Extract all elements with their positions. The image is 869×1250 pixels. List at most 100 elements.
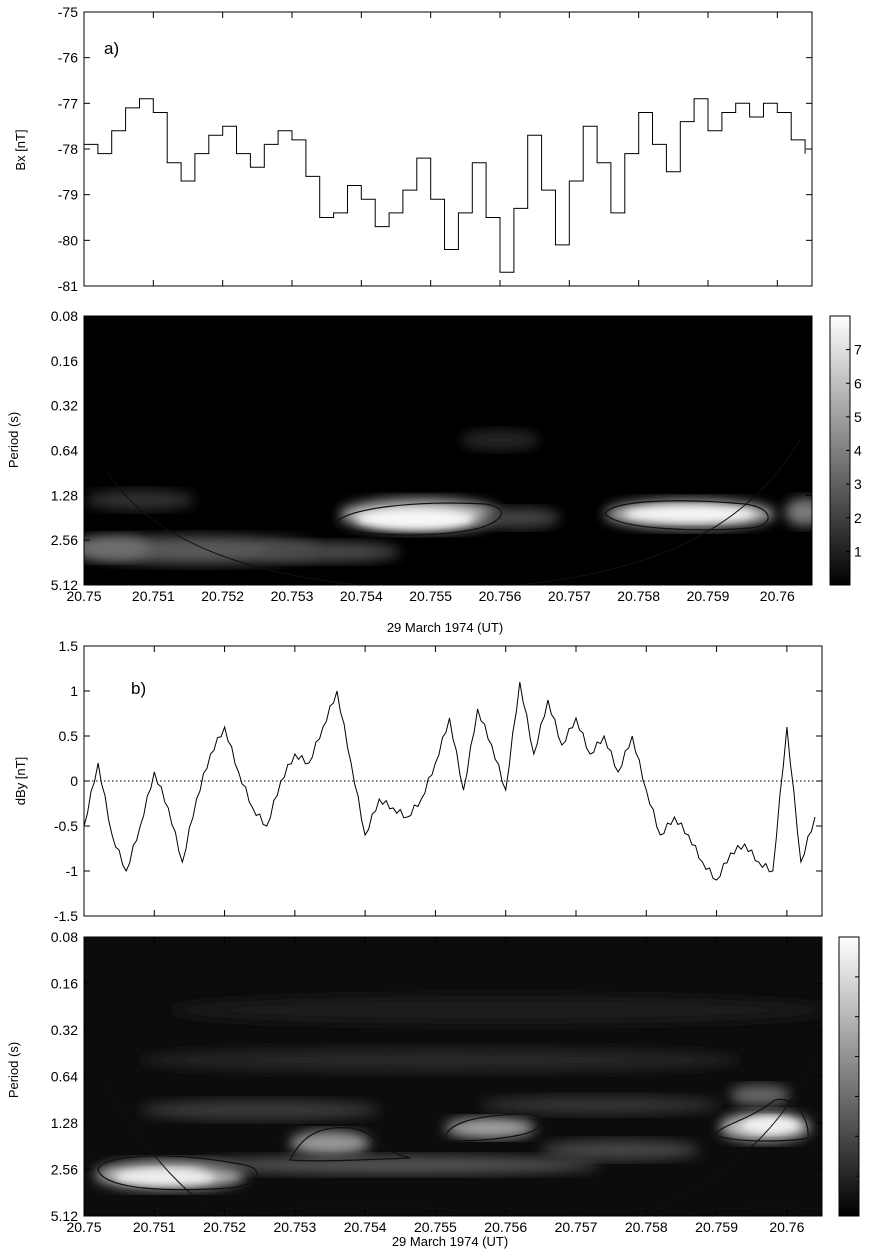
- power-region: [170, 996, 822, 1024]
- significance-contour: [334, 502, 503, 536]
- y-axis-label-dby: dBy [nT]: [13, 757, 28, 805]
- x-tick-label: 20.76: [760, 588, 795, 604]
- y-axis-label-period: Period (s): [6, 412, 21, 468]
- significance-contour: [604, 500, 769, 531]
- y-tick-label: -79: [58, 187, 78, 203]
- power-region: [290, 1131, 370, 1155]
- colorbar-tick-label: 3: [854, 476, 862, 492]
- significance-contour: [444, 1113, 543, 1142]
- y-tick-label: 2.56: [51, 1162, 78, 1178]
- y-tick-label: 1.28: [51, 487, 78, 503]
- y-tick-label: -80: [58, 232, 78, 248]
- power-region: [785, 498, 812, 526]
- y-tick-label: 0.64: [51, 1069, 78, 1085]
- y-tick-label: 5.12: [51, 1208, 78, 1224]
- x-tick-label: 20.758: [625, 1219, 668, 1235]
- y-tick-label: -75: [58, 4, 78, 20]
- y-tick-label: -77: [58, 95, 78, 111]
- y-tick-label: 0.32: [51, 1022, 78, 1038]
- cone-of-influence: [105, 439, 801, 585]
- x-tick-label: 20.751: [133, 1219, 176, 1235]
- dby-wavelet-panel: 0.08 0.16 0.32 0.64 1.28 2.56 5.12 20.75 20.751…: [6, 929, 860, 1249]
- power-region: [445, 1118, 535, 1138]
- x-tick-label: 20.75: [66, 1219, 101, 1235]
- y-tick-label: 2.56: [51, 532, 78, 548]
- x-tick-label: 20.755: [414, 1219, 457, 1235]
- y-tick-label: 1.28: [51, 1115, 78, 1131]
- x-axis-label-time: 29 March 1974 (UT): [387, 620, 503, 635]
- x-tick-label: 20.758: [617, 588, 660, 604]
- significance-contour: [714, 1098, 809, 1142]
- y-tick-label: -1: [66, 863, 79, 879]
- x-tick-label: 20.756: [479, 588, 522, 604]
- x-tick-label: 20.755: [409, 588, 452, 604]
- y-tick-label: 1: [70, 683, 78, 699]
- wavelet-power-field: [84, 430, 812, 585]
- panel-label-b: b): [131, 679, 146, 698]
- power-region: [460, 430, 540, 450]
- power-region: [742, 1117, 798, 1133]
- x-tick-label: 20.757: [555, 1219, 598, 1235]
- x-tick-label: 20.754: [344, 1219, 387, 1235]
- y-tick-label: 0.64: [51, 443, 78, 459]
- power-region: [540, 1140, 700, 1160]
- power-region: [140, 1100, 380, 1120]
- y-axis-label-bx: Bx [nT]: [13, 129, 28, 170]
- y-axis-label-period: Period (s): [6, 1042, 21, 1098]
- power-region: [480, 1096, 720, 1114]
- y-tick-label: 0: [70, 773, 78, 789]
- colorbar-tick-label: 4: [854, 443, 862, 459]
- y-tick-label: -76: [58, 50, 78, 66]
- significance-contour: [97, 1155, 258, 1191]
- power-region: [115, 1169, 215, 1185]
- y-tick-label: 0.5: [59, 728, 79, 744]
- significance-contour: [259, 1204, 471, 1215]
- x-tick-label: 20.759: [695, 1219, 738, 1235]
- y-tick-label: -81: [58, 278, 78, 294]
- x-tick-label: 20.753: [273, 1219, 316, 1235]
- y-tick-label: -78: [58, 141, 78, 157]
- x-tick-label: 20.757: [548, 588, 591, 604]
- x-tick-label: 20.753: [271, 588, 314, 604]
- x-tick-label: 20.752: [203, 1219, 246, 1235]
- colorbar-tick-label: 6: [854, 375, 862, 391]
- colorbar: [838, 936, 860, 1217]
- y-tick-label: 0.08: [51, 308, 78, 324]
- plot-area: [83, 11, 813, 287]
- x-tick-label: 20.756: [484, 1219, 527, 1235]
- wavelet-power-field: [95, 996, 822, 1216]
- power-region: [730, 1085, 790, 1105]
- significance-contour: [289, 1127, 411, 1162]
- y-tick-label: -0.5: [54, 818, 78, 834]
- bx-series-line: [84, 98, 806, 273]
- power-region: [140, 1048, 740, 1072]
- y-tick-label: 0.16: [51, 353, 78, 369]
- panel-label-a: a): [104, 39, 119, 58]
- power-region: [357, 509, 473, 529]
- power-region: [480, 508, 560, 528]
- significance-contour: [689, 1206, 821, 1215]
- cone-of-influence: [104, 1059, 813, 1216]
- power-region: [84, 536, 150, 560]
- power-region: [85, 490, 195, 510]
- x-tick-label: 20.759: [687, 588, 730, 604]
- x-tick-label: 20.752: [201, 588, 244, 604]
- y-tick-label: 0.08: [51, 929, 78, 945]
- x-tick-label: 20.751: [132, 588, 175, 604]
- y-tick-label: 0.32: [51, 398, 78, 414]
- colorbar-tick-label: 1: [854, 543, 862, 559]
- dby-series-line: [83, 681, 816, 881]
- y-tick-label: 5.12: [51, 577, 78, 593]
- x-tick-label: 20.754: [340, 588, 383, 604]
- dby-line-panel: 1.5 1 0.5 0 -0.5 -1 -1.5 b) dBy [nT]: [13, 638, 823, 924]
- y-tick-label: -1.5: [54, 908, 78, 924]
- power-region: [625, 506, 755, 522]
- bx-line-panel: -75 -76 -77 -78 -79 -80 -81 a) Bx [nT]: [13, 4, 813, 294]
- colorbar-tick-label: 5: [854, 409, 862, 425]
- y-tick-label: 0.16: [51, 976, 78, 992]
- power-region: [260, 542, 400, 562]
- x-tick-label: 20.75: [66, 588, 101, 604]
- colorbar-tick-label: 2: [854, 510, 862, 526]
- y-tick-label: 1.5: [59, 638, 79, 654]
